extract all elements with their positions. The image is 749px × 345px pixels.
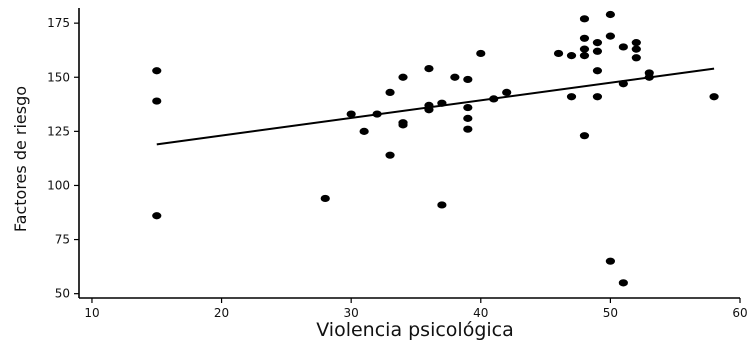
y-tick-label: 100 (47, 178, 70, 192)
data-point (631, 39, 641, 47)
data-point (592, 67, 603, 75)
data-point (631, 45, 641, 53)
data-point (359, 127, 369, 135)
data-point (605, 32, 615, 40)
data-point (579, 15, 590, 23)
data-point (489, 95, 499, 103)
data-point (398, 121, 408, 129)
x-tick-label: 20 (214, 306, 229, 320)
y-tick-label: 125 (47, 124, 70, 138)
data-point (320, 194, 330, 203)
data-point (618, 80, 628, 88)
data-point (618, 279, 628, 287)
data-point (424, 64, 434, 73)
y-tick-label: 50 (55, 287, 70, 301)
data-point (592, 93, 603, 101)
y-tick-label: 175 (47, 16, 70, 30)
y-tick-label: 75 (55, 233, 70, 247)
points-layer (152, 10, 719, 287)
axes (78, 8, 740, 299)
x-tick-label: 30 (344, 306, 359, 320)
x-tick-label: 60 (732, 306, 747, 320)
data-point (152, 212, 162, 220)
data-point (566, 93, 577, 101)
data-point (605, 10, 615, 19)
trendline (156, 67, 715, 146)
data-point (709, 93, 719, 101)
data-point (605, 257, 615, 265)
data-point (631, 54, 641, 62)
data-point (437, 99, 447, 107)
data-point (463, 75, 473, 84)
data-point (463, 103, 473, 112)
data-point (579, 45, 590, 53)
data-point (476, 49, 486, 58)
data-point (592, 39, 603, 47)
data-point (463, 125, 473, 133)
data-point (152, 67, 162, 75)
data-point (566, 52, 577, 60)
ticks: 10 20 30 40 50 60 50 75 100 125 150 175 (47, 16, 748, 320)
data-point (385, 88, 395, 97)
y-tick-label: 150 (47, 70, 70, 84)
trendline-layer (156, 67, 715, 146)
data-point (579, 34, 590, 42)
data-point (450, 73, 460, 81)
data-point (152, 97, 162, 105)
y-axis-title: Factores de riesgo (11, 86, 30, 232)
x-tick-label: 10 (84, 306, 99, 320)
data-point (553, 49, 564, 58)
data-point (579, 132, 590, 140)
data-point (398, 73, 408, 81)
data-point (372, 110, 382, 118)
data-point (346, 110, 356, 118)
data-point (579, 52, 590, 60)
data-point (644, 73, 654, 81)
x-tick-label: 50 (603, 306, 618, 320)
data-point (463, 114, 473, 122)
data-point (502, 88, 512, 97)
data-point (385, 151, 395, 159)
data-point (618, 43, 628, 51)
x-tick-label: 40 (473, 306, 488, 320)
data-point (592, 47, 603, 55)
data-point (424, 106, 434, 114)
data-point (437, 201, 447, 209)
x-axis-title: Violencia psicológica (316, 319, 514, 341)
